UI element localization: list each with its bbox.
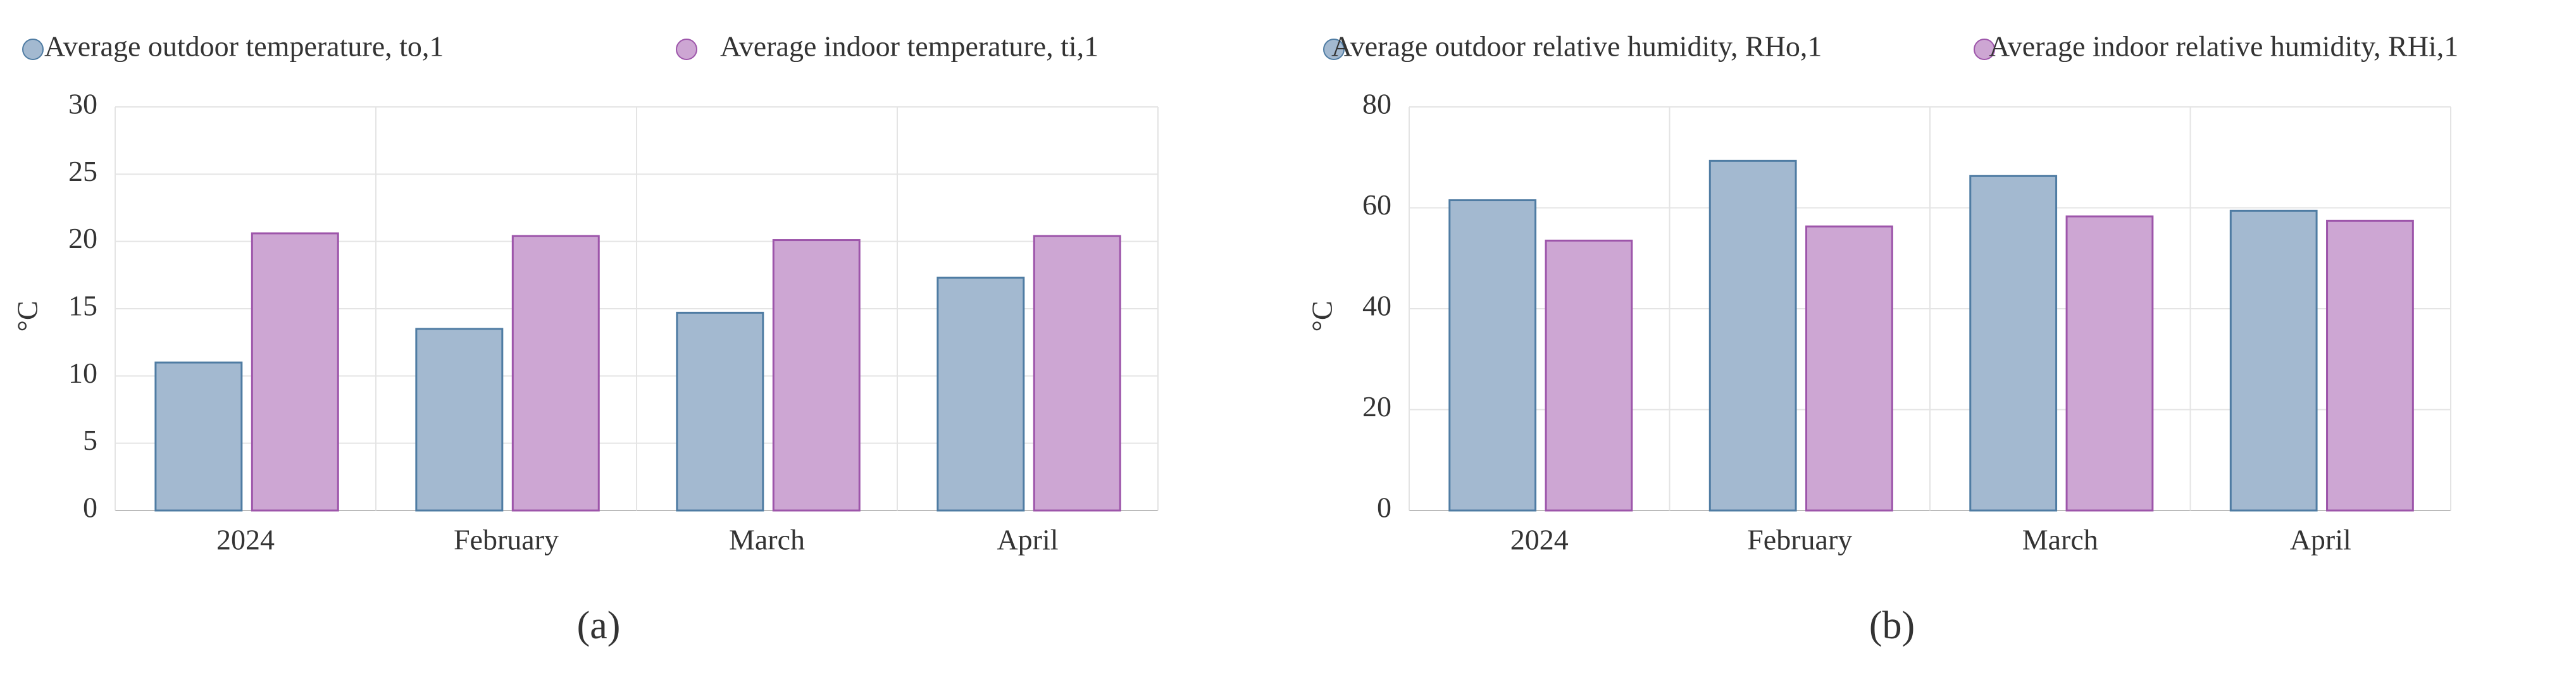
bar [1545, 239, 1633, 512]
legend-label: Average outdoor relative humidity, RHo,1 [1331, 30, 1822, 63]
y-tick-label: 80 [1362, 88, 1391, 120]
y-tick-label: 60 [1362, 189, 1391, 221]
legend-marker [1323, 39, 1345, 60]
bar [154, 361, 243, 512]
bar [1708, 159, 1797, 512]
x-tick-label: April [997, 524, 1058, 556]
bar [2229, 209, 2318, 512]
y-tick-label: 15 [68, 290, 97, 322]
bar [1969, 175, 2058, 512]
y-tick-label: 25 [68, 155, 97, 187]
bar [772, 239, 861, 512]
x-tick-label: March [729, 524, 805, 556]
panel-label: (a) [577, 604, 621, 647]
legend-marker [1974, 39, 1995, 60]
legend-label: Average indoor relative humidity, RHi,1 [1989, 30, 2458, 63]
bar [1805, 225, 1893, 512]
bar [1033, 235, 1121, 512]
panel-label: (b) [1869, 604, 1915, 647]
bar [511, 235, 600, 512]
x-tick-label: April [2290, 524, 2351, 556]
x-tick-label: March [2022, 524, 2098, 556]
y-axis-label: °C [1306, 300, 1338, 331]
y-tick-label: 5 [83, 424, 97, 456]
legend-label: Average indoor temperature, ti,1 [720, 30, 1098, 63]
y-tick-label: 30 [68, 88, 97, 120]
bar [251, 232, 339, 512]
x-tick-label: 2024 [216, 524, 275, 556]
y-tick-label: 0 [1377, 492, 1391, 524]
x-tick-label: 2024 [1510, 524, 1569, 556]
bar [2065, 215, 2154, 512]
bar [415, 328, 504, 512]
legend-marker [22, 39, 44, 60]
bar [676, 311, 764, 512]
y-axis-label: °C [11, 300, 44, 331]
bar [1448, 199, 1537, 512]
y-tick-label: 20 [68, 222, 97, 254]
y-tick-label: 40 [1362, 290, 1391, 322]
bar [936, 276, 1025, 512]
x-tick-label: February [454, 524, 559, 556]
legend-marker [676, 39, 697, 60]
y-tick-label: 20 [1362, 390, 1391, 423]
y-tick-label: 0 [83, 492, 97, 524]
legend-label: Average outdoor temperature, to,1 [44, 30, 444, 63]
bar [2326, 220, 2414, 512]
y-tick-label: 10 [68, 357, 97, 389]
x-tick-label: February [1747, 524, 1852, 556]
